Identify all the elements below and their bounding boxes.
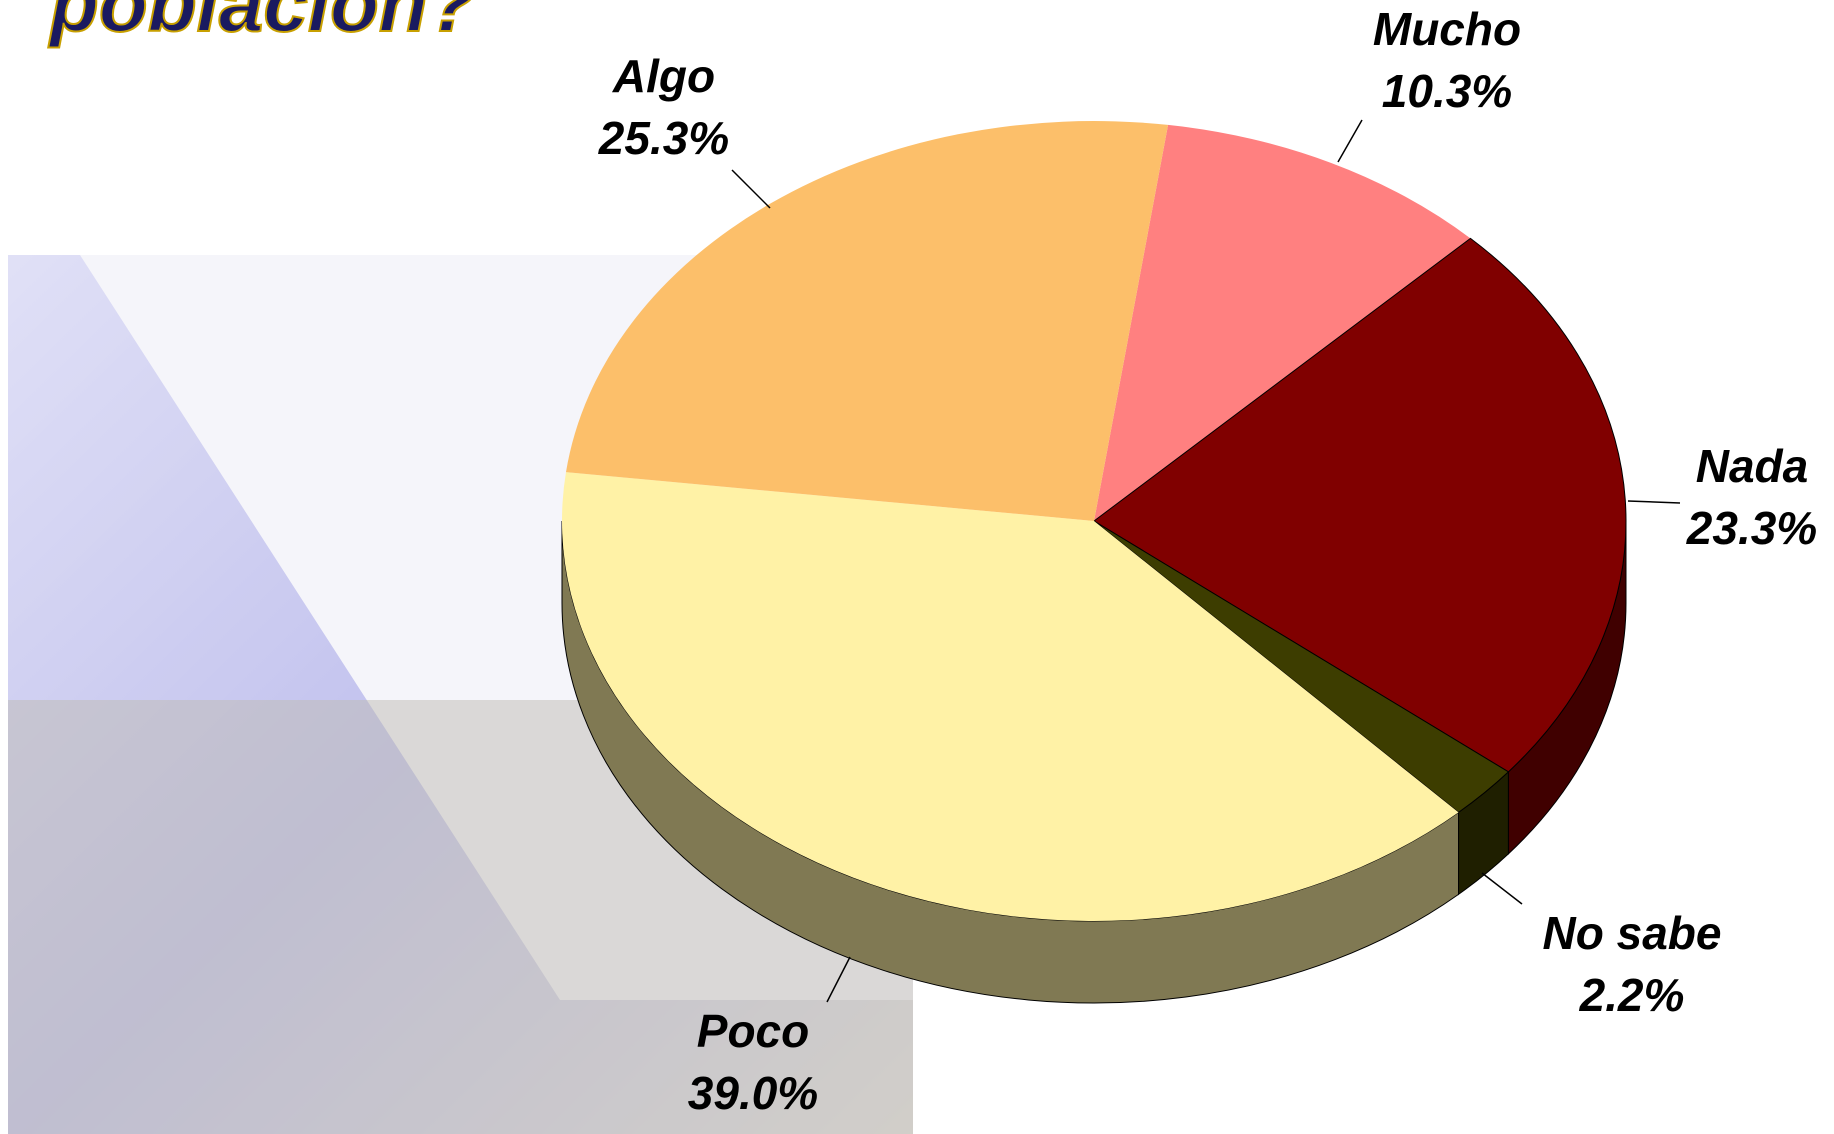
value-label: 2.2% <box>1579 969 1685 1021</box>
pie-slice <box>566 121 1168 521</box>
leader-line <box>1482 873 1522 904</box>
slice-label: No sabe <box>1543 907 1722 959</box>
value-label: 25.3% <box>598 112 729 164</box>
slice-label: Nada <box>1696 440 1808 492</box>
value-label: 39.0% <box>688 1067 818 1119</box>
leader-line <box>1628 501 1680 503</box>
value-label: 10.3% <box>1382 65 1512 117</box>
leader-line <box>1338 120 1362 162</box>
chart-title: población? <box>48 0 477 48</box>
slice-label: Poco <box>697 1005 809 1057</box>
leader-line <box>732 170 770 208</box>
value-label: 23.3% <box>1686 502 1817 554</box>
slice-label: Algo <box>612 50 715 102</box>
chart: población? Mucho 10.3% Nada 23.3% No sabe 2.2… <box>0 0 1834 1134</box>
page: población? Mucho 10.3% Nada 23.3% No sabe 2.2… <box>0 0 1834 1134</box>
slice-label: Mucho <box>1373 3 1521 55</box>
